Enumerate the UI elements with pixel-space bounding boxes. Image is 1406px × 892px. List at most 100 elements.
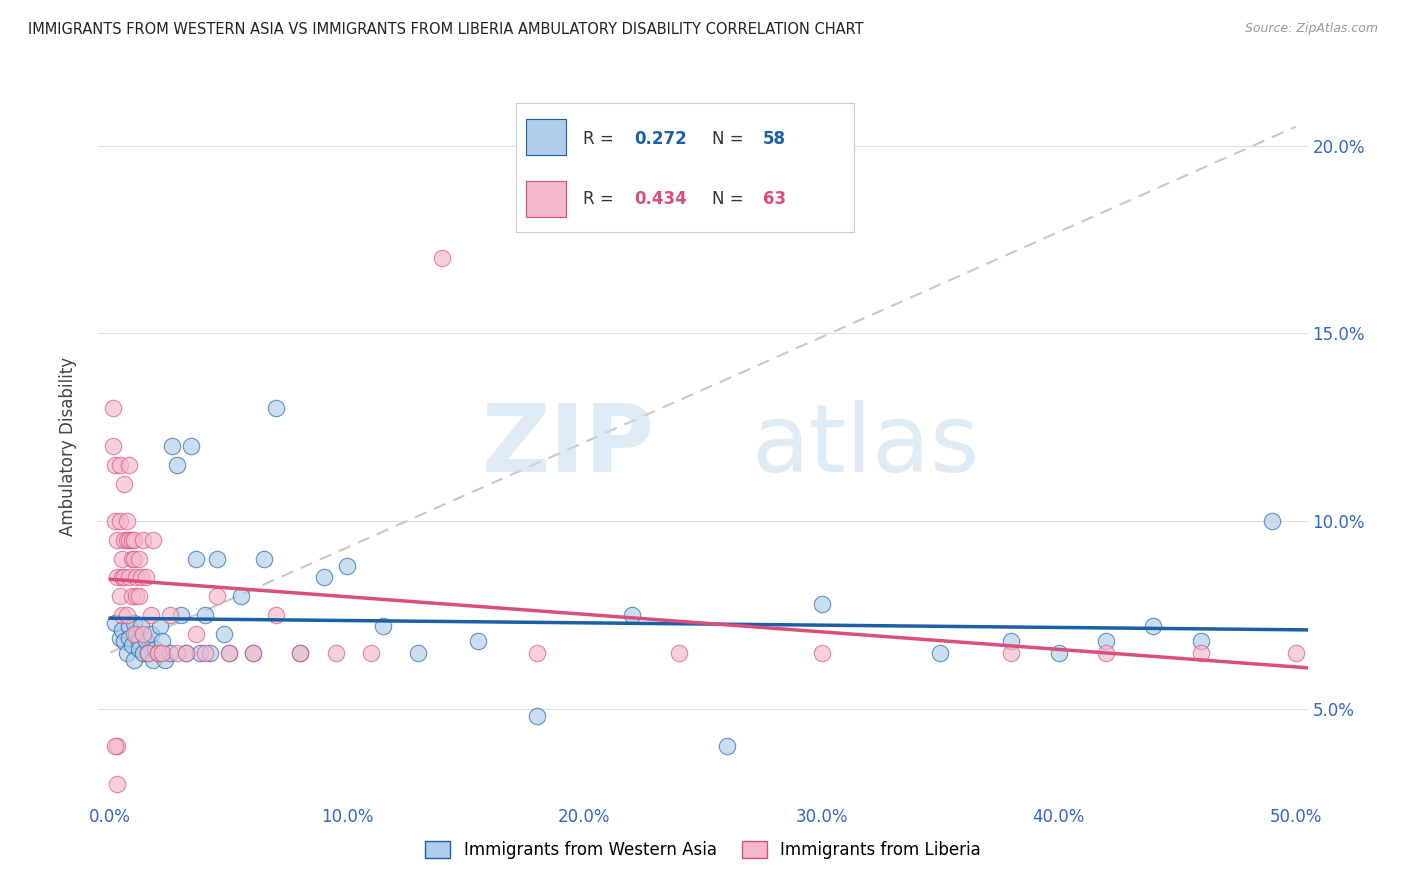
- Point: [114, 634, 136, 648]
- Text: atlas: atlas: [751, 400, 980, 492]
- Point: [620, 607, 643, 622]
- Point: [122, 551, 145, 566]
- Point: [115, 646, 138, 660]
- Point: [174, 646, 197, 660]
- Point: [142, 653, 165, 667]
- Point: [114, 533, 136, 547]
- Point: [810, 646, 832, 660]
- Point: [121, 638, 143, 652]
- Point: [325, 646, 347, 660]
- Point: [160, 439, 183, 453]
- Point: [122, 615, 145, 630]
- Point: [101, 401, 124, 416]
- Text: IMMIGRANTS FROM WESTERN ASIA VS IMMIGRANTS FROM LIBERIA AMBULATORY DISABILITY CO: IMMIGRANTS FROM WESTERN ASIA VS IMMIGRAN…: [28, 22, 863, 37]
- Point: [105, 533, 128, 547]
- Point: [194, 646, 217, 660]
- Point: [467, 634, 489, 648]
- Point: [190, 646, 212, 660]
- Point: [205, 589, 228, 603]
- Point: [115, 533, 138, 547]
- Point: [1285, 646, 1308, 660]
- Point: [159, 646, 181, 660]
- Point: [174, 646, 197, 660]
- Point: [104, 458, 127, 472]
- Point: [716, 739, 738, 754]
- Point: [526, 709, 548, 723]
- Text: Source: ZipAtlas.com: Source: ZipAtlas.com: [1244, 22, 1378, 36]
- Point: [408, 646, 430, 660]
- Point: [122, 653, 145, 667]
- Point: [122, 627, 145, 641]
- Point: [143, 641, 166, 656]
- Point: [180, 439, 202, 453]
- Point: [104, 739, 127, 754]
- Point: [229, 589, 252, 603]
- Point: [132, 533, 155, 547]
- Point: [1142, 619, 1164, 633]
- Point: [312, 570, 335, 584]
- Point: [105, 777, 128, 791]
- Point: [104, 615, 127, 630]
- Point: [139, 607, 162, 622]
- Point: [129, 570, 152, 584]
- Point: [264, 401, 287, 416]
- Point: [132, 646, 155, 660]
- Point: [152, 634, 174, 648]
- Point: [218, 646, 240, 660]
- Point: [1189, 646, 1212, 660]
- Point: [1261, 514, 1284, 528]
- Point: [253, 551, 276, 566]
- Point: [264, 607, 287, 622]
- Point: [108, 631, 131, 645]
- Point: [360, 646, 382, 660]
- Point: [205, 551, 228, 566]
- Point: [111, 551, 134, 566]
- Point: [212, 627, 235, 641]
- Point: [132, 627, 155, 641]
- Point: [111, 570, 134, 584]
- Point: [101, 439, 124, 453]
- Point: [929, 646, 952, 660]
- Point: [108, 458, 131, 472]
- Point: [136, 646, 159, 660]
- Point: [218, 646, 240, 660]
- Point: [810, 597, 832, 611]
- Point: [115, 607, 138, 622]
- Point: [114, 476, 136, 491]
- Point: [1095, 646, 1118, 660]
- Point: [128, 551, 150, 566]
- Point: [1000, 634, 1022, 648]
- Legend: Immigrants from Western Asia, Immigrants from Liberia: Immigrants from Western Asia, Immigrants…: [419, 834, 987, 866]
- Point: [114, 570, 136, 584]
- Point: [118, 619, 141, 633]
- Point: [135, 634, 157, 648]
- Point: [1047, 646, 1070, 660]
- Point: [108, 589, 131, 603]
- Point: [153, 653, 176, 667]
- Point: [111, 607, 134, 622]
- Point: [242, 646, 264, 660]
- Point: [104, 514, 127, 528]
- Point: [121, 551, 143, 566]
- Point: [125, 589, 148, 603]
- Point: [118, 533, 141, 547]
- Point: [336, 559, 359, 574]
- Point: [118, 458, 141, 472]
- Point: [526, 646, 548, 660]
- Point: [432, 251, 454, 265]
- Point: [125, 627, 148, 641]
- Point: [115, 514, 138, 528]
- Point: [121, 533, 143, 547]
- Point: [288, 646, 311, 660]
- Point: [184, 627, 207, 641]
- Point: [105, 570, 128, 584]
- Point: [1000, 646, 1022, 660]
- Point: [146, 646, 169, 660]
- Point: [242, 646, 264, 660]
- Point: [1095, 634, 1118, 648]
- Point: [136, 646, 159, 660]
- Point: [198, 646, 221, 660]
- Text: ZIP: ZIP: [482, 400, 655, 492]
- Point: [159, 607, 181, 622]
- Point: [142, 533, 165, 547]
